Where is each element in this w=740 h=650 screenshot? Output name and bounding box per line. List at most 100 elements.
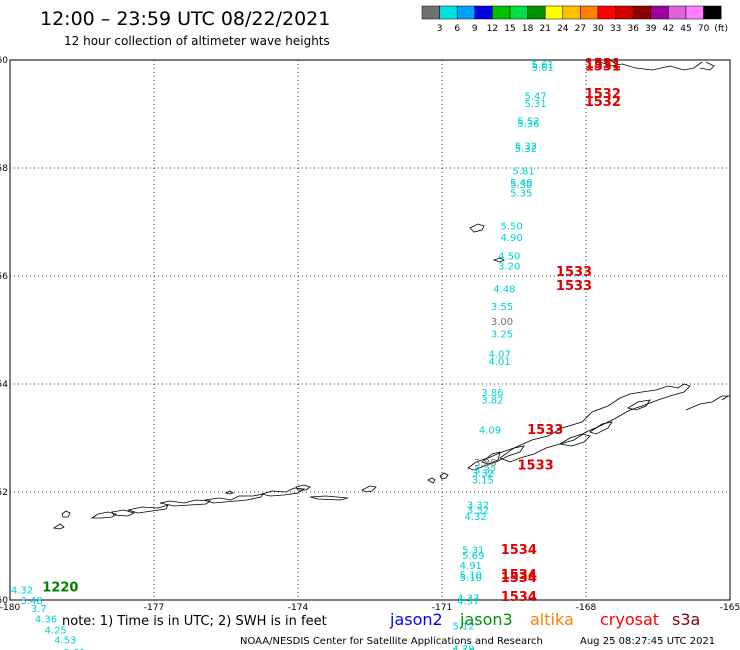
colorbar-swatch — [456, 5, 476, 20]
pass-time-label: 1532 — [585, 87, 621, 102]
y-tick-label: 50 — [0, 596, 8, 606]
colorbar-swatch — [544, 5, 564, 20]
colorbar-label: 15 — [504, 24, 515, 34]
wave-height-label: 4.91 — [460, 561, 482, 572]
wave-height-label: 5.32 — [515, 142, 537, 153]
wave-height-label: 5.69 — [462, 551, 484, 562]
wave-height-label: 4.01 — [488, 357, 510, 368]
pass-time-label: 1531 — [585, 57, 621, 72]
x-tick-label: -168 — [576, 603, 597, 613]
wave-height-label: 5.47 — [524, 91, 546, 102]
colorbar-label: 12 — [487, 24, 498, 34]
wave-height-label: 3.81 — [64, 648, 86, 650]
wave-height-label: 3.86 — [481, 388, 503, 399]
wave-height-label: 3.15 — [472, 475, 494, 486]
wave-height-label: 4.79 — [452, 644, 474, 650]
x-tick-label: -180 — [0, 603, 20, 613]
wave-height-label: 5.35 — [510, 189, 532, 200]
wave-height-label: 5.61 — [532, 63, 554, 74]
colorbar-label: 3 — [437, 24, 443, 34]
wave-height-label: 4.09 — [479, 426, 501, 437]
wave-height-label: 4.07 — [488, 350, 510, 361]
axis-tick-labels: -180 -177 -174 -171 -168 -165 50 52 54 56 58 60 — [0, 56, 740, 613]
colorbar-label: 9 — [472, 24, 478, 34]
wave-height-label: 5.31 — [462, 546, 484, 557]
x-tick-label: -174 — [288, 603, 309, 613]
wave-height-label: 5.12 — [452, 622, 474, 633]
wave-height-label: 5.16 — [452, 647, 474, 650]
coastline — [52, 59, 730, 530]
wave-height-label: 5.81 — [512, 166, 534, 177]
wave-height-label: 4.36 — [35, 615, 57, 626]
colorbar-label: 36 — [627, 24, 639, 34]
wave-height-label: 3.20 — [498, 262, 520, 273]
mission-legend-label: altika — [530, 610, 574, 629]
wave-height-label: 5.52 — [517, 116, 539, 127]
wave-height-label: 3.32 — [467, 506, 489, 517]
wave-height-label: 3.32 — [474, 466, 496, 477]
colorbar-label: 39 — [645, 24, 657, 34]
pass-time-label: 1220 — [42, 580, 78, 595]
wave-height-label: 4.25 — [44, 625, 66, 636]
wave-height-label: 5.10 — [460, 570, 482, 581]
colorbar-label: 33 — [610, 24, 621, 34]
pass-time-label: 1532 — [585, 95, 621, 110]
colorbar-swatch — [492, 5, 511, 20]
colorbar-swatch — [632, 5, 652, 20]
wave-height-label: 5.32 — [515, 144, 537, 155]
y-tick-label: 52 — [0, 488, 8, 498]
colorbar-label: 24 — [557, 24, 569, 34]
colorbar-swatch — [668, 5, 687, 20]
colorbar-label: (ft) — [714, 24, 728, 34]
pass-time-label: 1531 — [585, 59, 621, 74]
colorbar-swatch — [650, 5, 669, 20]
x-tick-label: -165 — [720, 603, 740, 613]
wave-height-label: 4.53 — [54, 636, 76, 647]
colorbar-swatch — [527, 5, 546, 20]
wave-height-label: 3.00 — [491, 317, 513, 328]
colorbar-swatch — [580, 5, 599, 20]
wave-height-labels: 5.615.615.475.315.525.365.325.325.815.49… — [11, 60, 554, 650]
wave-height-label: 3.48 — [20, 596, 42, 607]
footer-timestamp: Aug 25 08:27:45 UTC 2021 — [580, 636, 715, 647]
wave-height-label: 3.7 — [31, 604, 47, 615]
chart-title: 12:00 – 23:59 UTC 08/22/2021 — [40, 8, 330, 30]
colorbar-swatch — [562, 5, 581, 20]
mission-legend-label: jason2 — [389, 610, 443, 629]
colorbar-label: 6 — [454, 24, 460, 34]
plot-frame — [9, 59, 731, 601]
wave-height-label: 4.32 — [11, 586, 33, 597]
wave-height-label: 5.49 — [510, 178, 532, 189]
colorbar-legend: 3 6 9 12 15 18 21 24 27 30 33 36 39 42 45 70 (ft) — [421, 5, 728, 34]
colorbar-label: 27 — [575, 24, 586, 34]
colorbar-label: 70 — [698, 24, 710, 34]
grid-lines — [10, 60, 730, 600]
y-tick-label: 58 — [0, 164, 8, 174]
pass-time-label: 1534 — [501, 568, 537, 583]
pass-time-label: 1533 — [518, 458, 554, 473]
wave-height-label: 3.32 — [467, 501, 489, 512]
pass-time-label: 1533 — [556, 279, 592, 294]
colorbar-swatch — [509, 5, 528, 20]
footer-credit: NOAA/NESDIS Center for Satellite Applica… — [240, 636, 543, 647]
wave-height-label: 5.10 — [460, 573, 482, 584]
pass-time-label: 1534 — [501, 571, 537, 586]
wave-height-label: 4.50 — [498, 251, 520, 262]
x-tick-label: -177 — [144, 603, 164, 613]
y-tick-label: 60 — [0, 56, 8, 66]
wave-height-label: 4.32 — [464, 512, 486, 523]
mission-legend-label: cryosat — [600, 610, 659, 629]
colorbar-label: 30 — [592, 24, 604, 34]
wave-height-label: 3.55 — [491, 302, 513, 313]
pass-time-label: 1534 — [501, 590, 537, 605]
wave-height-label: 4.90 — [500, 233, 522, 244]
wave-height-label: 3.32 — [472, 468, 494, 479]
pass-time-label: 1534 — [501, 543, 537, 558]
colorbar-label: 42 — [663, 24, 674, 34]
colorbar-swatch — [421, 5, 440, 20]
wave-height-label: 4.48 — [493, 285, 515, 296]
colorbar-swatch — [615, 5, 634, 20]
wave-height-label: 3.25 — [491, 330, 513, 341]
wave-height-label: 3.86 — [474, 458, 496, 469]
